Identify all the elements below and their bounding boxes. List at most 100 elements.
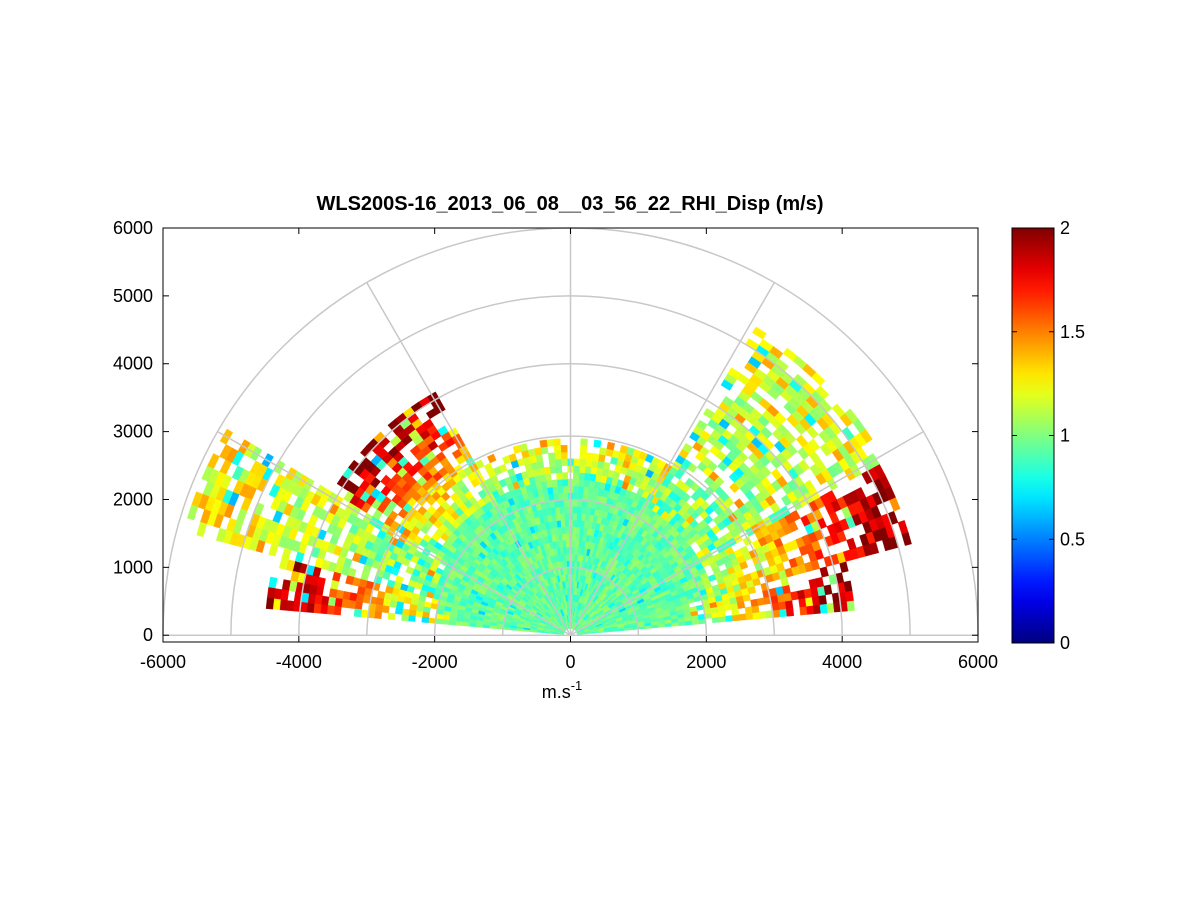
velocity-cell (334, 597, 343, 608)
velocity-cell (353, 608, 362, 618)
velocity-cell (394, 607, 404, 615)
velocity-cell (554, 458, 562, 467)
velocity-cell (798, 597, 807, 608)
chart-title: WLS200S-16_2013_06_08__03_56_22_RHI_Disp… (316, 193, 823, 215)
velocity-cell (306, 602, 315, 613)
velocity-cell (563, 499, 569, 507)
velocity-cell (752, 611, 761, 620)
y-tick-label: 4000 (113, 354, 153, 374)
velocity-cell (703, 408, 716, 420)
velocity-cell (758, 610, 767, 619)
velocity-cell (266, 587, 276, 600)
velocity-cell (819, 603, 828, 614)
radial-velocity-cells (187, 326, 912, 635)
velocity-cell (571, 539, 576, 548)
velocity-cell (401, 608, 410, 616)
velocity-cell (265, 597, 275, 610)
velocity-cell (554, 451, 562, 460)
velocity-cell (461, 621, 470, 627)
velocity-cell (475, 623, 484, 628)
velocity-cell (557, 485, 564, 494)
velocity-cell (584, 465, 592, 474)
velocity-cell (751, 605, 760, 614)
velocity-cell (201, 465, 214, 482)
velocity-cell (579, 458, 587, 467)
velocity-cell (564, 533, 570, 541)
velocity-cell (270, 497, 282, 511)
velocity-cell (347, 599, 357, 609)
velocity-cell (682, 442, 693, 454)
velocity-cell (572, 512, 578, 521)
x-axis-label-superscript: -1 (571, 678, 583, 693)
velocity-cell (596, 460, 605, 469)
velocity-cell (421, 611, 430, 619)
velocity-cell (589, 473, 597, 482)
velocity-cell (577, 485, 584, 494)
velocity-cell (187, 504, 199, 521)
velocity-cell (575, 533, 580, 541)
colorbar-gradient (1011, 227, 1055, 644)
x-tick-label: -6000 (140, 652, 186, 672)
velocity-cell (333, 606, 342, 616)
velocity-cell (441, 619, 450, 625)
velocity-cell (482, 624, 490, 629)
velocity-cell (563, 506, 569, 514)
velocity-cell (572, 519, 577, 528)
velocity-cell (562, 485, 569, 494)
velocity-cell (407, 615, 416, 622)
velocity-cell (356, 586, 366, 596)
velocity-cell (548, 459, 556, 468)
velocity-cell (571, 553, 576, 561)
velocity-cell (345, 575, 355, 586)
velocity-cell (799, 606, 808, 616)
velocity-cell (571, 560, 575, 568)
velocity-cell (415, 610, 424, 618)
velocity-cell (562, 492, 569, 500)
velocity-cell (576, 506, 582, 514)
velocity-cell (588, 480, 596, 488)
y-tick-label: 5000 (113, 286, 153, 306)
velocity-cell (580, 513, 586, 521)
colorbar-tick-label: 1.5 (1060, 322, 1085, 342)
velocity-cell (571, 533, 577, 541)
velocity-cell (606, 441, 616, 451)
velocity-cell (328, 588, 338, 599)
velocity-cell (455, 620, 463, 626)
velocity-cell (502, 455, 512, 465)
velocity-cell (812, 604, 822, 615)
velocity-cell (382, 598, 391, 607)
colorbar-tick-label: 0 (1060, 633, 1070, 653)
velocity-cell (512, 444, 522, 454)
velocity-cell (575, 526, 581, 535)
velocity-cell (540, 446, 549, 455)
velocity-cell (551, 479, 558, 488)
velocity-cell (286, 600, 295, 612)
colorbar: 0 0.5 1 1.5 2 (1011, 218, 1085, 653)
velocity-cell (313, 603, 322, 614)
velocity-cell (744, 606, 753, 614)
velocity-cell (560, 451, 568, 460)
velocity-cell (579, 445, 588, 453)
velocity-cell (279, 599, 288, 611)
velocity-cell (579, 451, 587, 460)
velocity-cell (696, 419, 708, 431)
velocity-cell (319, 604, 329, 615)
velocity-cell (897, 520, 909, 535)
velocity-cell (562, 478, 569, 487)
polar-grid-spoke (570, 430, 924, 636)
velocity-cell (854, 487, 867, 501)
velocity-cell (573, 465, 580, 473)
velocity-cell (558, 499, 564, 508)
velocity-cell (576, 512, 582, 521)
velocity-cell (547, 452, 556, 461)
velocity-cell (771, 602, 780, 611)
velocity-cell (803, 479, 816, 493)
y-tick-label: 6000 (113, 218, 153, 238)
x-tick-label: -2000 (412, 652, 458, 672)
velocity-cell (785, 607, 795, 617)
velocity-cell (381, 605, 390, 614)
velocity-cell (196, 521, 208, 538)
velocity-cell (818, 594, 827, 605)
y-axis: 0 1000 2000 3000 4000 5000 6000 (113, 218, 978, 645)
velocity-cell (784, 599, 794, 609)
